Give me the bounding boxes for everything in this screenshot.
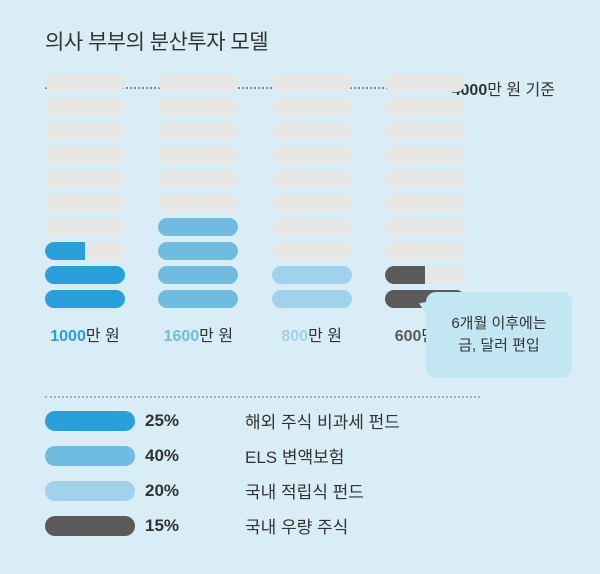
chart-segment <box>45 98 125 116</box>
legend-swatch <box>45 446 135 466</box>
chart-segment <box>158 170 238 188</box>
chart-segment <box>272 74 352 92</box>
column-amount: 800 <box>281 328 308 345</box>
baseline-label: 4000만 원 기준 <box>452 76 555 100</box>
legend-swatch <box>45 516 135 536</box>
chart-segment <box>385 170 465 188</box>
callout-text: 6개월 이후에는금, 달러 편입 <box>451 313 546 358</box>
chart-segment <box>45 218 125 236</box>
legend-label: ELS 변액보험 <box>245 443 344 468</box>
legend-percent: 20% <box>145 481 205 501</box>
callout-bubble: 6개월 이후에는금, 달러 편입 <box>426 292 572 378</box>
column-unit: 만 원 <box>86 328 120 345</box>
chart-segment <box>45 242 125 260</box>
chart-column: 800만 원 <box>272 68 352 346</box>
stacked-bar-chart: 1000만 원1600만 원800만 원600만 원 <box>45 86 465 346</box>
chart-segment <box>45 194 125 212</box>
legend-swatch <box>45 481 135 501</box>
column-amount: 600 <box>395 328 422 345</box>
legend-label: 국내 적립식 펀드 <box>245 478 364 503</box>
legend-row: 40% ELS 변액보험 <box>45 443 475 468</box>
legend-swatch <box>45 411 135 431</box>
chart-segment <box>385 98 465 116</box>
chart-segment <box>158 242 238 260</box>
chart-segment <box>272 98 352 116</box>
chart-segment <box>158 74 238 92</box>
chart-segment <box>385 146 465 164</box>
chart-segment <box>272 218 352 236</box>
chart-segment <box>272 290 352 308</box>
chart-column: 1000만 원 <box>45 68 125 346</box>
legend-percent: 40% <box>145 446 205 466</box>
legend-percent: 15% <box>145 516 205 536</box>
chart-segment <box>385 266 465 284</box>
column-amount: 1600 <box>164 328 200 345</box>
chart-column: 1600만 원 <box>158 68 238 346</box>
column-amount: 1000 <box>50 328 86 345</box>
chart-segment <box>158 266 238 284</box>
legend-row: 15% 국내 우량 주식 <box>45 513 475 538</box>
legend-row: 20% 국내 적립식 펀드 <box>45 478 475 503</box>
column-unit: 만 원 <box>199 328 233 345</box>
chart-segment <box>158 218 238 236</box>
chart-segment <box>385 74 465 92</box>
chart-segment <box>158 146 238 164</box>
chart-segment <box>45 170 125 188</box>
chart-segment <box>385 242 465 260</box>
legend-divider <box>45 396 480 398</box>
chart-segment-fill <box>45 242 85 260</box>
chart-segment <box>385 194 465 212</box>
legend-percent: 25% <box>145 411 205 431</box>
column-label: 1000만 원 <box>45 322 125 346</box>
chart-segment <box>158 290 238 308</box>
chart-segment <box>272 194 352 212</box>
legend-row: 25% 해외 주식 비과세 펀드 <box>45 408 475 433</box>
column-label: 1600만 원 <box>158 322 238 346</box>
chart-segment <box>45 74 125 92</box>
column-unit: 만 원 <box>308 328 342 345</box>
chart-segment <box>272 266 352 284</box>
chart-segment <box>45 146 125 164</box>
chart-segment <box>272 122 352 140</box>
chart-segment <box>272 170 352 188</box>
chart-segment <box>158 122 238 140</box>
chart-segment <box>45 122 125 140</box>
chart-segment <box>385 122 465 140</box>
chart-segment <box>158 98 238 116</box>
chart-segment <box>45 266 125 284</box>
chart-segment-fill <box>385 266 425 284</box>
legend-label: 해외 주식 비과세 펀드 <box>245 408 400 433</box>
chart-segment <box>272 146 352 164</box>
chart-title: 의사 부부의 분산투자 모델 <box>45 26 268 56</box>
legend-label: 국내 우량 주식 <box>245 513 348 538</box>
chart-segment <box>45 290 125 308</box>
column-label: 800만 원 <box>272 322 352 346</box>
legend: 25% 해외 주식 비과세 펀드 40% ELS 변액보험 20% 국내 적립식 펀드 15… <box>45 408 475 548</box>
chart-segment <box>272 242 352 260</box>
chart-segment <box>158 194 238 212</box>
baseline-unit: 만 원 기준 <box>487 82 555 99</box>
chart-segment <box>385 218 465 236</box>
